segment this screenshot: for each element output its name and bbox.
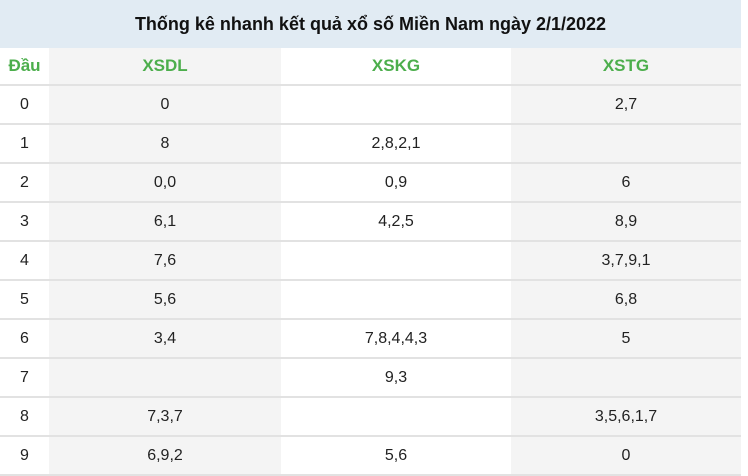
results-table: Đầu XSDL XSKG XSTG 0 0 2,7 1 8 2,8,2,1 2 0,0 0,9… (0, 48, 741, 476)
cell-xsdl: 6,9,2 (49, 436, 281, 476)
cell-xsdl: 7,3,7 (49, 397, 281, 437)
cell-xstg: 5 (511, 319, 741, 359)
table-row: 2 0,0 0,9 6 (0, 163, 741, 203)
cell-xsdl: 7,6 (49, 241, 281, 281)
cell-dau: 6 (0, 319, 49, 359)
cell-xstg (511, 358, 741, 398)
cell-xskg: 4,2,5 (281, 202, 511, 242)
table-row: 8 7,3,7 3,5,6,1,7 (0, 397, 741, 437)
cell-xsdl: 5,6 (49, 280, 281, 320)
table-row: 5 5,6 6,8 (0, 280, 741, 320)
header-dau: Đầu (0, 48, 49, 86)
cell-xsdl: 3,4 (49, 319, 281, 359)
cell-dau: 4 (0, 241, 49, 281)
table-title: Thống kê nhanh kết quả xổ số Miền Nam ng… (0, 0, 741, 48)
cell-xskg (281, 85, 511, 125)
table-row: 9 6,9,2 5,6 0 (0, 436, 741, 476)
cell-dau: 3 (0, 202, 49, 242)
cell-xskg: 7,8,4,4,3 (281, 319, 511, 359)
cell-xskg (281, 397, 511, 437)
header-row: Đầu XSDL XSKG XSTG (0, 48, 741, 86)
header-xsdl: XSDL (49, 48, 281, 86)
cell-xsdl: 0 (49, 85, 281, 125)
cell-xstg: 8,9 (511, 202, 741, 242)
cell-dau: 1 (0, 124, 49, 164)
cell-xstg (511, 124, 741, 164)
cell-dau: 2 (0, 163, 49, 203)
cell-xsdl: 0,0 (49, 163, 281, 203)
cell-xskg (281, 241, 511, 281)
cell-xsdl: 8 (49, 124, 281, 164)
table-row: 6 3,4 7,8,4,4,3 5 (0, 319, 741, 359)
cell-dau: 7 (0, 358, 49, 398)
cell-dau: 9 (0, 436, 49, 476)
cell-xstg: 3,5,6,1,7 (511, 397, 741, 437)
table-row: 7 9,3 (0, 358, 741, 398)
cell-xstg: 6 (511, 163, 741, 203)
cell-xstg: 6,8 (511, 280, 741, 320)
header-xstg: XSTG (511, 48, 741, 86)
table-row: 0 0 2,7 (0, 85, 741, 125)
cell-xstg: 0 (511, 436, 741, 476)
cell-dau: 8 (0, 397, 49, 437)
table-row: 3 6,1 4,2,5 8,9 (0, 202, 741, 242)
cell-xskg (281, 280, 511, 320)
cell-xskg: 9,3 (281, 358, 511, 398)
cell-xstg: 2,7 (511, 85, 741, 125)
table-row: 4 7,6 3,7,9,1 (0, 241, 741, 281)
cell-xsdl: 6,1 (49, 202, 281, 242)
cell-xskg: 0,9 (281, 163, 511, 203)
cell-xsdl (49, 358, 281, 398)
cell-dau: 0 (0, 85, 49, 125)
header-xskg: XSKG (281, 48, 511, 86)
cell-xskg: 5,6 (281, 436, 511, 476)
cell-xskg: 2,8,2,1 (281, 124, 511, 164)
table-row: 1 8 2,8,2,1 (0, 124, 741, 164)
cell-xstg: 3,7,9,1 (511, 241, 741, 281)
cell-dau: 5 (0, 280, 49, 320)
